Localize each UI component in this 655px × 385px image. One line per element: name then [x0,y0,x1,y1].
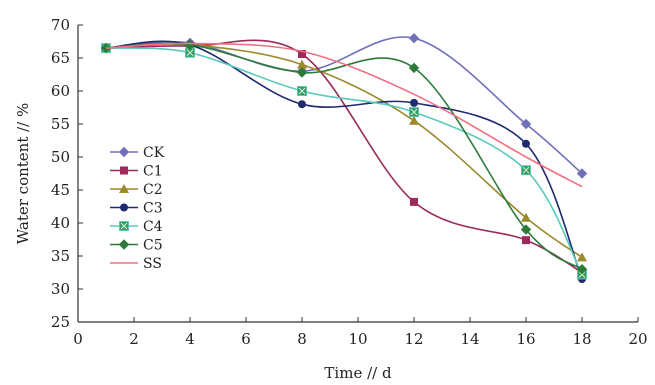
data-point-c2 [409,115,419,125]
marker-cross [522,166,530,174]
legend-marker-c3 [120,203,128,212]
x-tick-label: 10 [348,330,367,348]
legend-label-c5: C5 [143,238,163,254]
marker-cross [578,271,586,278]
data-point-c3 [410,98,418,107]
legend-item-c1: C1 [110,164,163,180]
y-axis-title: Water content // % [14,103,32,244]
legend-label-ck: CK [143,145,165,161]
data-point-c5 [520,224,532,235]
y-tick-label: 70 [51,16,70,34]
data-point-ck [408,32,420,44]
data-point-c2 [577,252,587,262]
x-tick-label: 2 [129,330,139,348]
data-point-ck [576,168,588,179]
x-tick-label: 0 [73,330,83,348]
data-point-ck [520,118,532,130]
y-tick-label: 35 [51,247,70,265]
series-line-ss [105,42,583,188]
data-point-c2 [521,212,531,222]
x-tick-label: 8 [297,330,307,348]
legend-item-ck: CK [110,145,165,161]
legend: CK C1 C2 C3 C4 C5 SS [110,145,165,272]
legend-item-c2: C2 [110,182,163,198]
legend-label-ss: SS [143,256,162,272]
marker-cross [120,222,128,230]
series-line-c1 [105,39,583,274]
plot-series [100,32,588,284]
series-c4 [101,43,587,280]
data-point-c3 [522,139,530,148]
series-c5 [100,39,588,275]
legend-marker-c4 [119,221,129,231]
data-point-c4 [409,107,419,118]
series-c1 [102,39,586,277]
legend-label-c1: C1 [143,164,163,180]
marker-cross [410,108,418,116]
legend-item-c3: C3 [110,201,163,217]
legend-marker-c1 [120,166,128,175]
y-tick-label: 45 [51,181,70,199]
data-point-c1 [410,197,418,206]
data-point-c1 [522,236,530,245]
data-point-c3 [298,100,306,109]
data-point-c4 [521,165,531,176]
y-tick-label: 40 [51,214,70,232]
legend-label-c4: C4 [143,219,163,235]
y-tick-label: 50 [51,148,70,166]
x-tick-label: 18 [572,330,591,348]
data-point-c2 [297,59,307,69]
x-tick-label: 20 [628,330,647,348]
x-tick-label: 6 [241,330,251,348]
x-axis-title: Time // d [324,364,392,382]
series-line-c3 [105,40,583,280]
y-tick-label: 65 [51,49,70,67]
x-tick-label: 16 [516,330,535,348]
legend-marker-c5 [118,239,130,250]
marker-cross [298,87,306,95]
x-tick-label: 12 [404,330,423,348]
x-tick-label: 14 [460,330,479,348]
legend-marker-ck [118,146,130,158]
axes: 25 30 35 40 45 50 55 60 65 70 0 2 4 6 8 10 12 14 16 18 20 [51,16,648,348]
marker-cross [186,49,194,57]
data-point-c4 [297,86,307,96]
y-tick-label: 55 [51,115,70,133]
legend-item-c5: C5 [110,238,163,254]
legend-item-ss: SS [110,256,162,272]
series-c3 [102,40,586,284]
legend-label-c3: C3 [143,201,163,217]
legend-item-c4: C4 [110,219,163,235]
data-point-c5 [296,67,308,78]
y-tick-label: 30 [51,280,70,298]
legend-marker-c2 [119,184,129,193]
y-tick-label: 25 [51,313,70,331]
data-point-c1 [298,50,306,59]
legend-label-c2: C2 [143,182,163,198]
series-line-c2 [105,43,583,258]
x-tick-label: 4 [185,330,195,348]
y-tick-label: 60 [51,82,70,100]
series-ss [105,42,583,188]
data-point-c5 [408,62,420,74]
data-point-c5 [576,263,588,275]
